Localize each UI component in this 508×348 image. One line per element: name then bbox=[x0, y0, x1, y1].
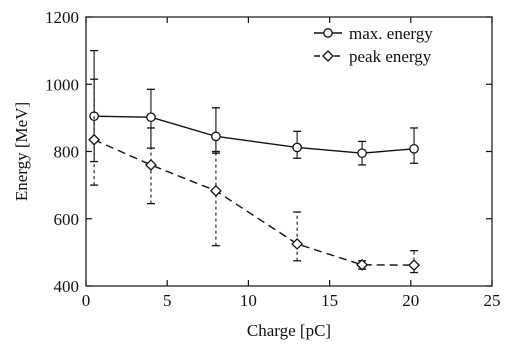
series-line bbox=[94, 115, 415, 154]
y-tick-label: 1000 bbox=[45, 75, 79, 94]
series-max-energy bbox=[89, 49, 419, 166]
y-tick-label: 400 bbox=[54, 277, 80, 296]
y-tick-label: 800 bbox=[54, 143, 80, 162]
data-point bbox=[356, 258, 368, 271]
x-tick-label: 0 bbox=[82, 291, 91, 310]
x-tick-label: 10 bbox=[240, 291, 257, 310]
axis-ticks bbox=[85, 16, 493, 287]
x-tick-label: 15 bbox=[321, 291, 338, 310]
data-point bbox=[211, 131, 221, 142]
data-point bbox=[292, 142, 302, 153]
legend-marker bbox=[322, 50, 334, 62]
legend-marker bbox=[323, 28, 333, 38]
legend-label: peak energy bbox=[349, 47, 432, 66]
axis-tick-labels: 0 5 10 15 20 25 400 600 800 1000 1200 bbox=[45, 8, 501, 310]
y-tick-label: 1200 bbox=[45, 8, 79, 27]
x-axis-title: Charge [pC] bbox=[247, 321, 331, 340]
series-peak-energy bbox=[88, 78, 420, 274]
series-line bbox=[93, 139, 415, 266]
y-tick-label: 600 bbox=[54, 210, 80, 229]
data-point bbox=[409, 143, 419, 154]
x-tick-label: 5 bbox=[163, 291, 172, 310]
data-series bbox=[88, 49, 420, 274]
data-point bbox=[210, 184, 222, 197]
data-point bbox=[408, 259, 420, 272]
data-point bbox=[291, 238, 304, 250]
data-point bbox=[357, 148, 367, 159]
legend: max. energy peak energy bbox=[314, 24, 433, 66]
data-point bbox=[146, 112, 156, 123]
x-tick-label: 20 bbox=[402, 291, 419, 310]
data-point bbox=[88, 133, 101, 146]
x-tick-label: 25 bbox=[484, 291, 501, 310]
legend-label: max. energy bbox=[349, 24, 433, 43]
y-axis-title: Energy [MeV] bbox=[12, 102, 31, 201]
data-point bbox=[145, 159, 157, 171]
